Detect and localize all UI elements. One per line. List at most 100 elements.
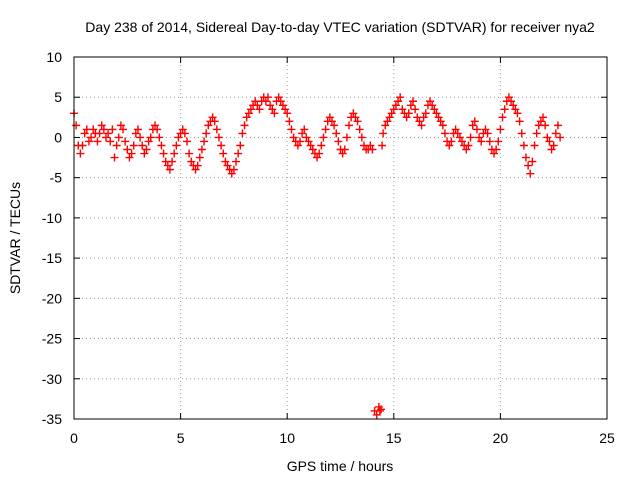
data-point bbox=[366, 141, 375, 150]
data-point bbox=[492, 145, 501, 154]
data-point bbox=[504, 93, 513, 102]
data-point bbox=[174, 133, 183, 142]
data-point bbox=[551, 129, 560, 138]
y-tick-label: -30 bbox=[42, 371, 62, 387]
data-point bbox=[219, 149, 228, 158]
data-point bbox=[475, 133, 484, 142]
data-point bbox=[223, 161, 232, 170]
data-point bbox=[165, 165, 174, 174]
data-point bbox=[84, 137, 93, 146]
data-point bbox=[119, 125, 128, 134]
y-tick-labels: 10 5 0 -5 -10 -15 -20 -25 -30 -35 bbox=[42, 49, 62, 427]
data-point bbox=[238, 129, 247, 138]
data-point bbox=[389, 105, 398, 114]
data-point bbox=[375, 406, 384, 415]
y-tick-label: -35 bbox=[42, 411, 62, 427]
data-point bbox=[438, 121, 447, 130]
data-point bbox=[93, 137, 102, 146]
data-point bbox=[87, 133, 96, 142]
data-point bbox=[101, 133, 110, 142]
data-point bbox=[345, 121, 354, 130]
y-tick-label: -10 bbox=[42, 210, 62, 226]
data-point bbox=[332, 129, 341, 138]
y-tick-label: 5 bbox=[54, 89, 62, 105]
data-point bbox=[229, 165, 238, 174]
data-point bbox=[321, 125, 330, 134]
data-point bbox=[204, 121, 213, 130]
data-point bbox=[155, 133, 164, 142]
data-point bbox=[121, 137, 130, 146]
data-point bbox=[483, 129, 492, 138]
data-point bbox=[553, 121, 562, 130]
data-point bbox=[246, 105, 255, 114]
data-point bbox=[227, 169, 236, 178]
data-point bbox=[415, 117, 424, 126]
data-point bbox=[379, 129, 388, 138]
data-point bbox=[355, 125, 364, 134]
data-point bbox=[513, 109, 522, 118]
data-point bbox=[178, 125, 187, 134]
data-point bbox=[528, 157, 537, 166]
data-point bbox=[197, 145, 206, 154]
data-point bbox=[306, 141, 315, 150]
data-point bbox=[302, 133, 311, 142]
data-point bbox=[80, 129, 89, 138]
x-tick-label: 5 bbox=[177, 430, 185, 446]
data-point bbox=[462, 145, 471, 154]
data-point bbox=[163, 161, 172, 170]
data-point bbox=[451, 125, 460, 134]
data-point bbox=[342, 133, 351, 142]
data-point bbox=[404, 109, 413, 118]
data-point bbox=[240, 121, 249, 130]
data-point bbox=[304, 137, 313, 146]
data-point bbox=[498, 113, 507, 122]
data-point bbox=[509, 101, 518, 110]
data-point bbox=[236, 141, 245, 150]
y-tick-label: -25 bbox=[42, 331, 62, 347]
data-point bbox=[72, 121, 81, 130]
data-point bbox=[428, 101, 437, 110]
data-point bbox=[283, 109, 292, 118]
data-point bbox=[349, 109, 358, 118]
data-point bbox=[402, 113, 411, 122]
data-point bbox=[104, 129, 113, 138]
data-point bbox=[545, 137, 554, 146]
data-points bbox=[70, 93, 565, 419]
data-point bbox=[106, 137, 115, 146]
data-point bbox=[133, 125, 142, 134]
data-point bbox=[232, 157, 241, 166]
data-point bbox=[338, 149, 347, 158]
data-point bbox=[387, 109, 396, 118]
data-point bbox=[144, 137, 153, 146]
y-tick-label: -15 bbox=[42, 250, 62, 266]
data-point bbox=[494, 137, 503, 146]
data-point bbox=[391, 101, 400, 110]
data-point bbox=[146, 133, 155, 142]
data-point bbox=[507, 97, 516, 106]
data-point bbox=[285, 117, 294, 126]
data-point bbox=[300, 125, 309, 134]
data-point bbox=[385, 113, 394, 122]
data-point bbox=[515, 117, 524, 126]
data-point bbox=[377, 405, 386, 414]
data-point bbox=[221, 157, 230, 166]
y-tick-label: -5 bbox=[50, 170, 63, 186]
data-point bbox=[313, 153, 322, 162]
data-point bbox=[264, 93, 273, 102]
data-point bbox=[466, 133, 475, 142]
data-point bbox=[408, 97, 417, 106]
x-tick-label: 10 bbox=[279, 430, 295, 446]
data-point bbox=[127, 149, 136, 158]
y-tick-label: 10 bbox=[46, 49, 62, 65]
data-point bbox=[496, 125, 505, 134]
data-point bbox=[519, 141, 528, 150]
data-point bbox=[351, 113, 360, 122]
data-point bbox=[421, 109, 430, 118]
data-point bbox=[532, 129, 541, 138]
data-point bbox=[278, 101, 287, 110]
data-point bbox=[293, 141, 302, 150]
data-point bbox=[187, 157, 196, 166]
data-point bbox=[214, 133, 223, 142]
data-point bbox=[526, 169, 535, 178]
